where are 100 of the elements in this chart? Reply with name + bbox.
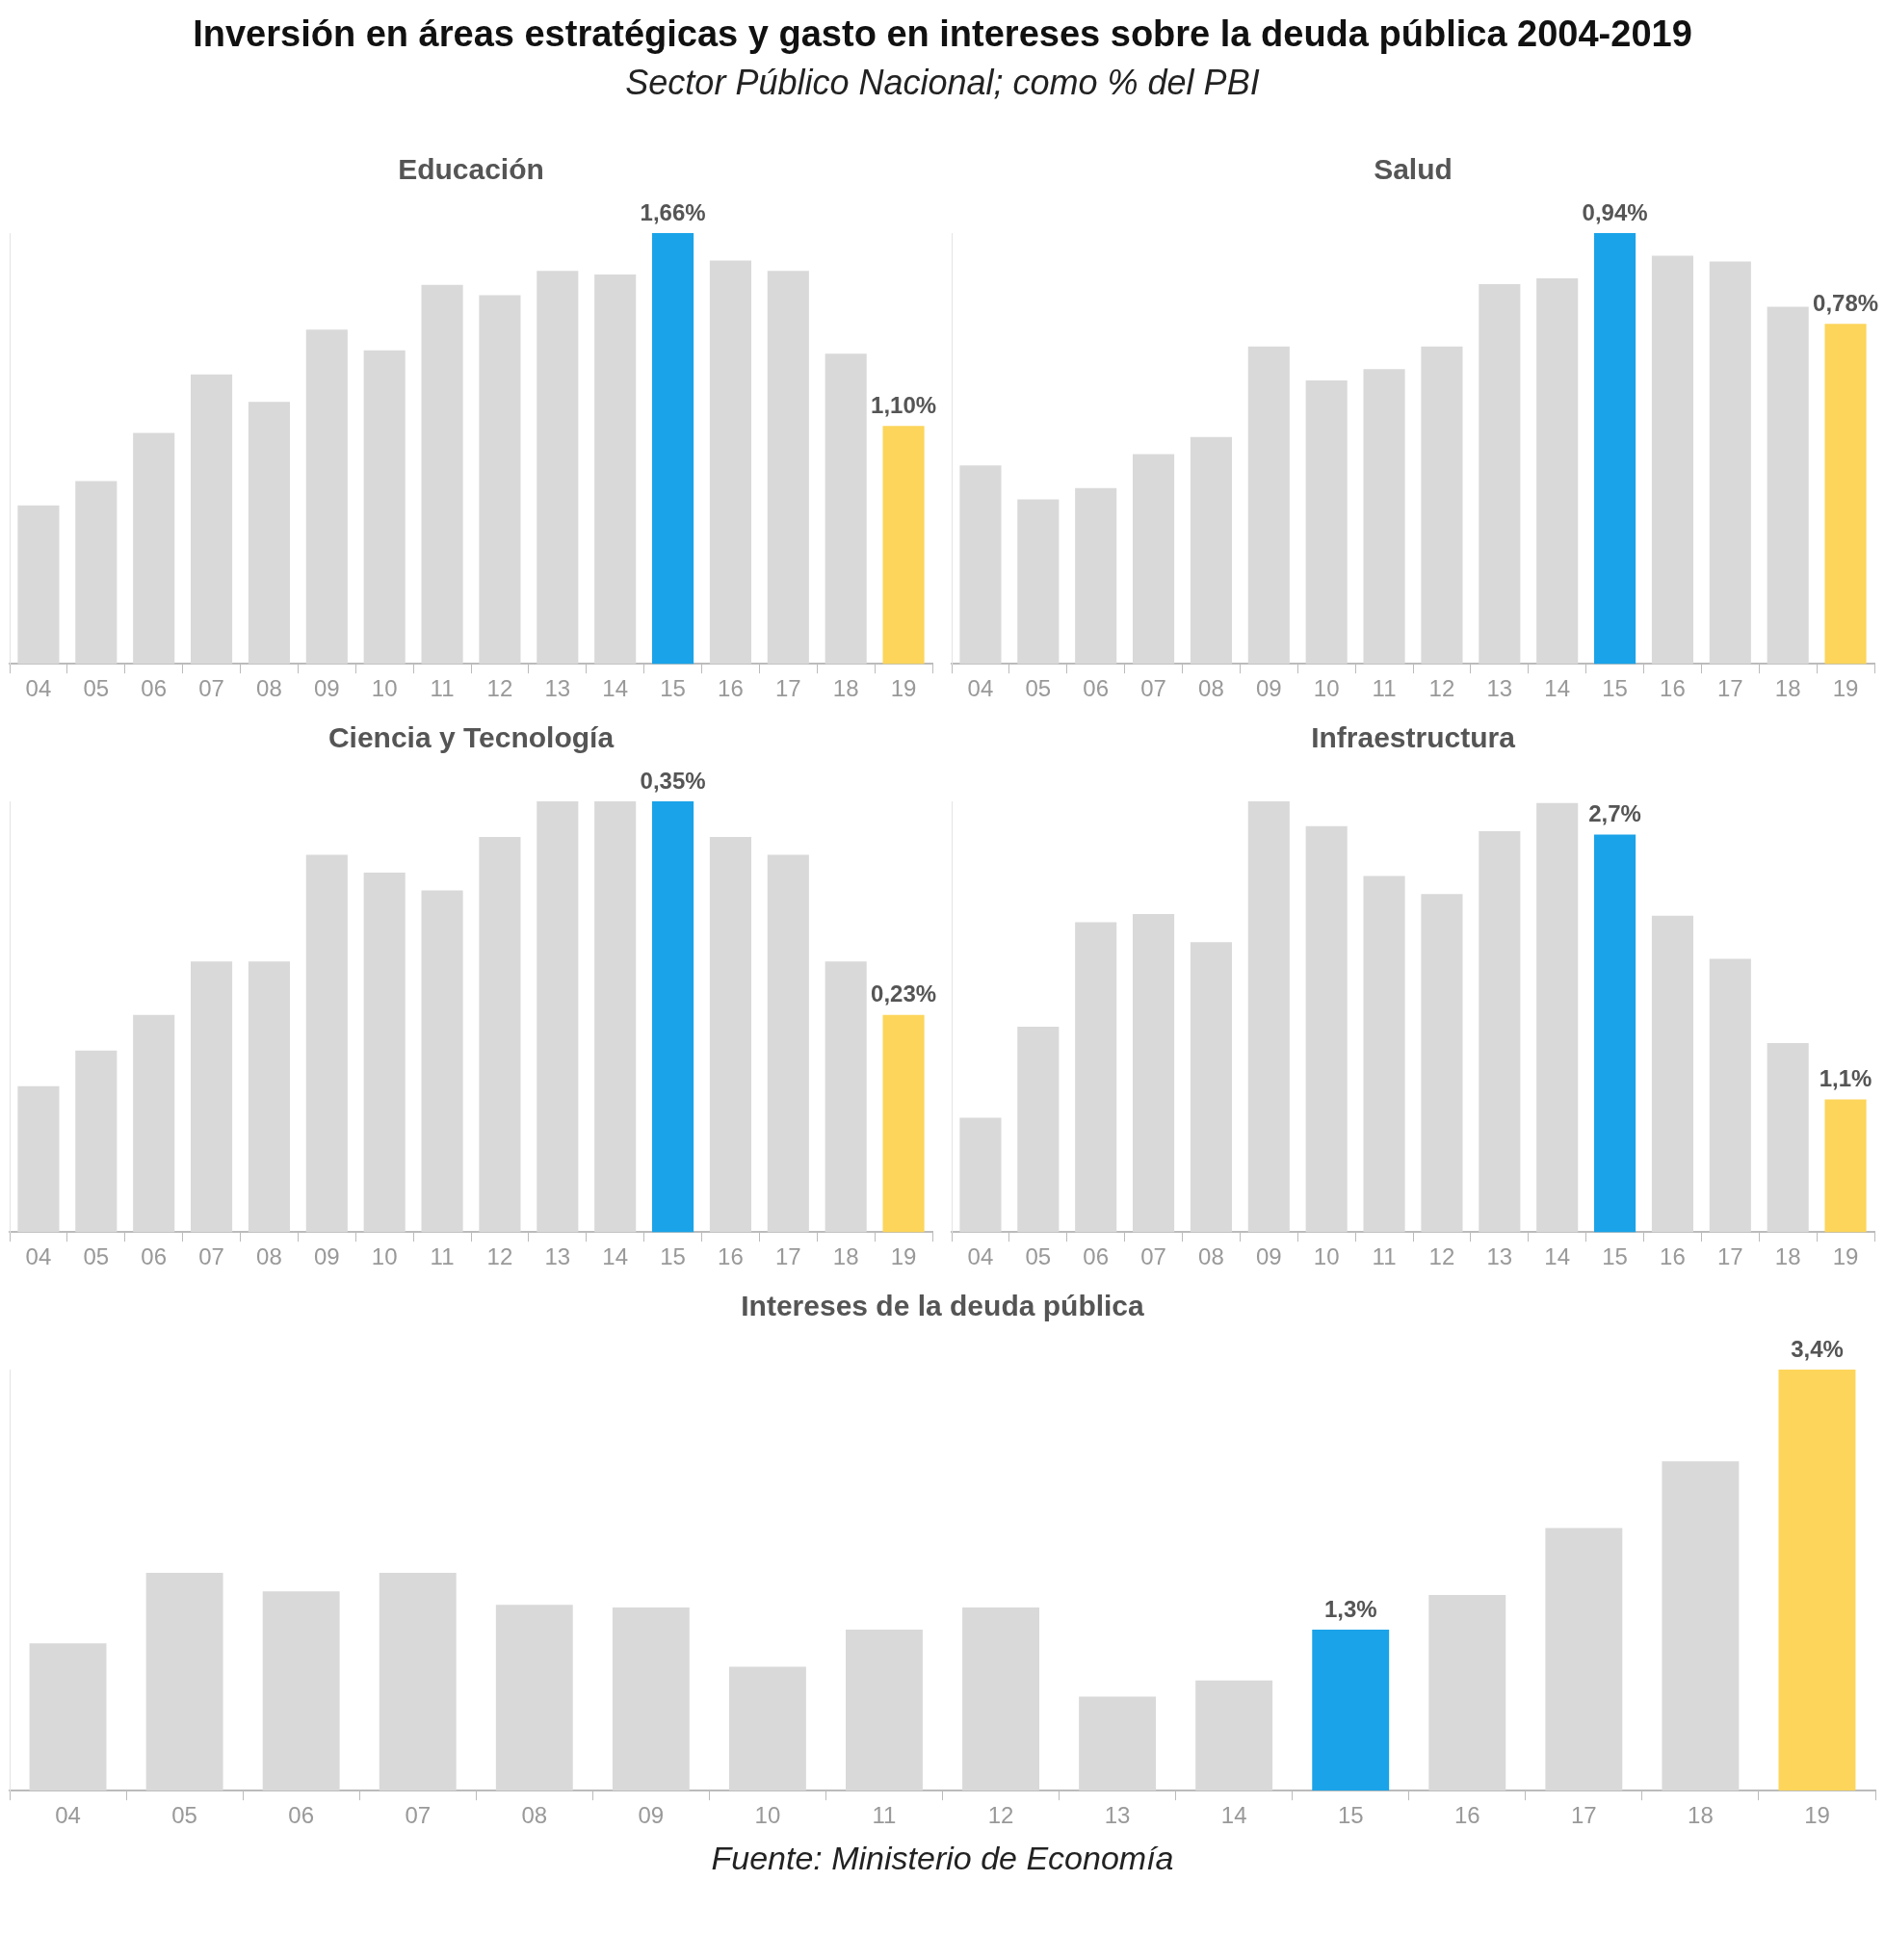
x-tick-label: 13 [1104,1802,1131,1829]
x-tick-label: 13 [544,675,571,702]
x-tick-label: 13 [1486,1243,1513,1270]
x-tick-label: 07 [1140,675,1166,702]
x-tick-label: 19 [1832,1243,1859,1270]
x-tick-label: 05 [171,1802,197,1829]
x-tick-label: 19 [1804,1802,1830,1829]
bar [1079,1696,1157,1791]
bar [1778,1370,1856,1791]
x-tick-label: 14 [1220,1802,1247,1829]
x-tick-label: 18 [1774,1243,1801,1270]
x-tick-label: 04 [55,1802,81,1829]
bar [1195,1680,1273,1791]
x-tick-label: 16 [718,1243,744,1270]
x-tick-label: 12 [486,675,513,702]
x-tick-label: 06 [1083,1243,1110,1270]
chart-title: Educación [398,153,544,186]
x-tick-label: 10 [371,1243,398,1270]
x-tick-label: 11 [430,675,455,702]
bar [495,1605,573,1791]
x-tick-label: 11 [1372,675,1397,702]
x-tick-label: 13 [544,1243,571,1270]
x-tick-label: 10 [1313,1243,1340,1270]
x-tick-label: 14 [602,1243,629,1270]
text: Inversión en áreas estratégicas y gasto en intereses sobre la deuda pública 2004-2019 [192,13,1693,55]
data-label: 0,78% [1813,289,1879,316]
x-tick-label: 16 [718,675,744,702]
x-tick-label: 06 [288,1802,315,1829]
x-tick-label: 15 [1337,1802,1364,1829]
x-tick-label: 18 [832,675,859,702]
x-tick-label: 18 [832,1243,859,1270]
x-tick-label: 05 [1025,1243,1052,1270]
x-tick-label: 17 [1716,675,1743,702]
x-tick-label: 08 [1198,675,1224,702]
bar [262,1591,340,1791]
bar [379,1572,457,1791]
bar [1662,1461,1740,1791]
bar [846,1630,923,1791]
bar [1545,1528,1623,1791]
data-label: 0,35% [640,767,706,794]
x-tick-label: 15 [660,1243,686,1270]
data-label: 2,7% [1588,800,1641,827]
x-tick-label: 19 [890,1243,917,1270]
x-tick-label: 07 [405,1802,432,1829]
bar [728,1666,806,1791]
x-tick-label: 07 [1140,1243,1166,1270]
data-label: 1,3% [1323,1595,1377,1622]
data-label: 3,4% [1791,1335,1844,1362]
bar [962,1607,1039,1791]
x-tick-label: 12 [1428,1243,1455,1270]
x-tick-label: 09 [1255,675,1282,702]
x-tick-label: 08 [1198,1243,1224,1270]
x-tick-label: 12 [486,1243,513,1270]
x-tick-label: 04 [25,675,52,702]
x-tick-label: 05 [83,1243,110,1270]
x-tick-label: 04 [967,1243,994,1270]
bar [145,1572,223,1791]
x-tick-label: 10 [1313,675,1340,702]
x-tick-label: 09 [1255,1243,1282,1270]
chart-title: Salud [1374,153,1453,186]
x-tick-label: 15 [1602,1243,1628,1270]
x-tick-label: 11 [430,1243,455,1270]
chart-title: Intereses de la deuda pública [741,1290,1145,1322]
x-tick-label: 15 [1602,675,1628,702]
bar [29,1643,107,1791]
chart-title: Ciencia y Tecnología [327,721,615,754]
x-tick-label: 09 [313,675,340,702]
data-label: 0,94% [1582,198,1648,225]
x-tick-label: 06 [1083,675,1110,702]
x-tick-label: 06 [141,1243,168,1270]
x-tick-label: 15 [660,675,686,702]
x-tick-label: 17 [774,675,801,702]
x-tick-label: 17 [774,1243,801,1270]
data-label: 0,23% [871,980,937,1007]
bar [1312,1630,1390,1791]
x-tick-label: 10 [371,675,398,702]
x-tick-label: 18 [1774,675,1801,702]
x-tick-label: 08 [256,675,282,702]
chart-title: Infraestructura [1311,721,1516,754]
x-tick-label: 06 [141,675,168,702]
x-tick-label: 17 [1570,1802,1597,1829]
x-tick-label: 07 [198,675,224,702]
x-tick-label: 11 [872,1802,897,1829]
x-tick-label: 19 [1832,675,1859,702]
bar [1428,1595,1506,1791]
x-tick-label: 08 [256,1243,282,1270]
data-label: 1,66% [640,198,706,225]
source-note: Fuente: Ministerio de Economía [710,1840,1175,1877]
x-tick-label: 04 [967,675,994,702]
bar [612,1607,690,1791]
x-tick-label: 12 [1428,675,1455,702]
x-tick-label: 18 [1688,1802,1714,1829]
x-tick-label: 16 [1660,675,1686,702]
x-tick-label: 10 [754,1802,781,1829]
x-tick-label: 07 [198,1243,224,1270]
x-tick-label: 09 [313,1243,340,1270]
x-tick-label: 14 [1544,1243,1571,1270]
x-tick-label: 14 [602,675,629,702]
x-tick-label: 04 [25,1243,52,1270]
x-tick-label: 17 [1716,1243,1743,1270]
